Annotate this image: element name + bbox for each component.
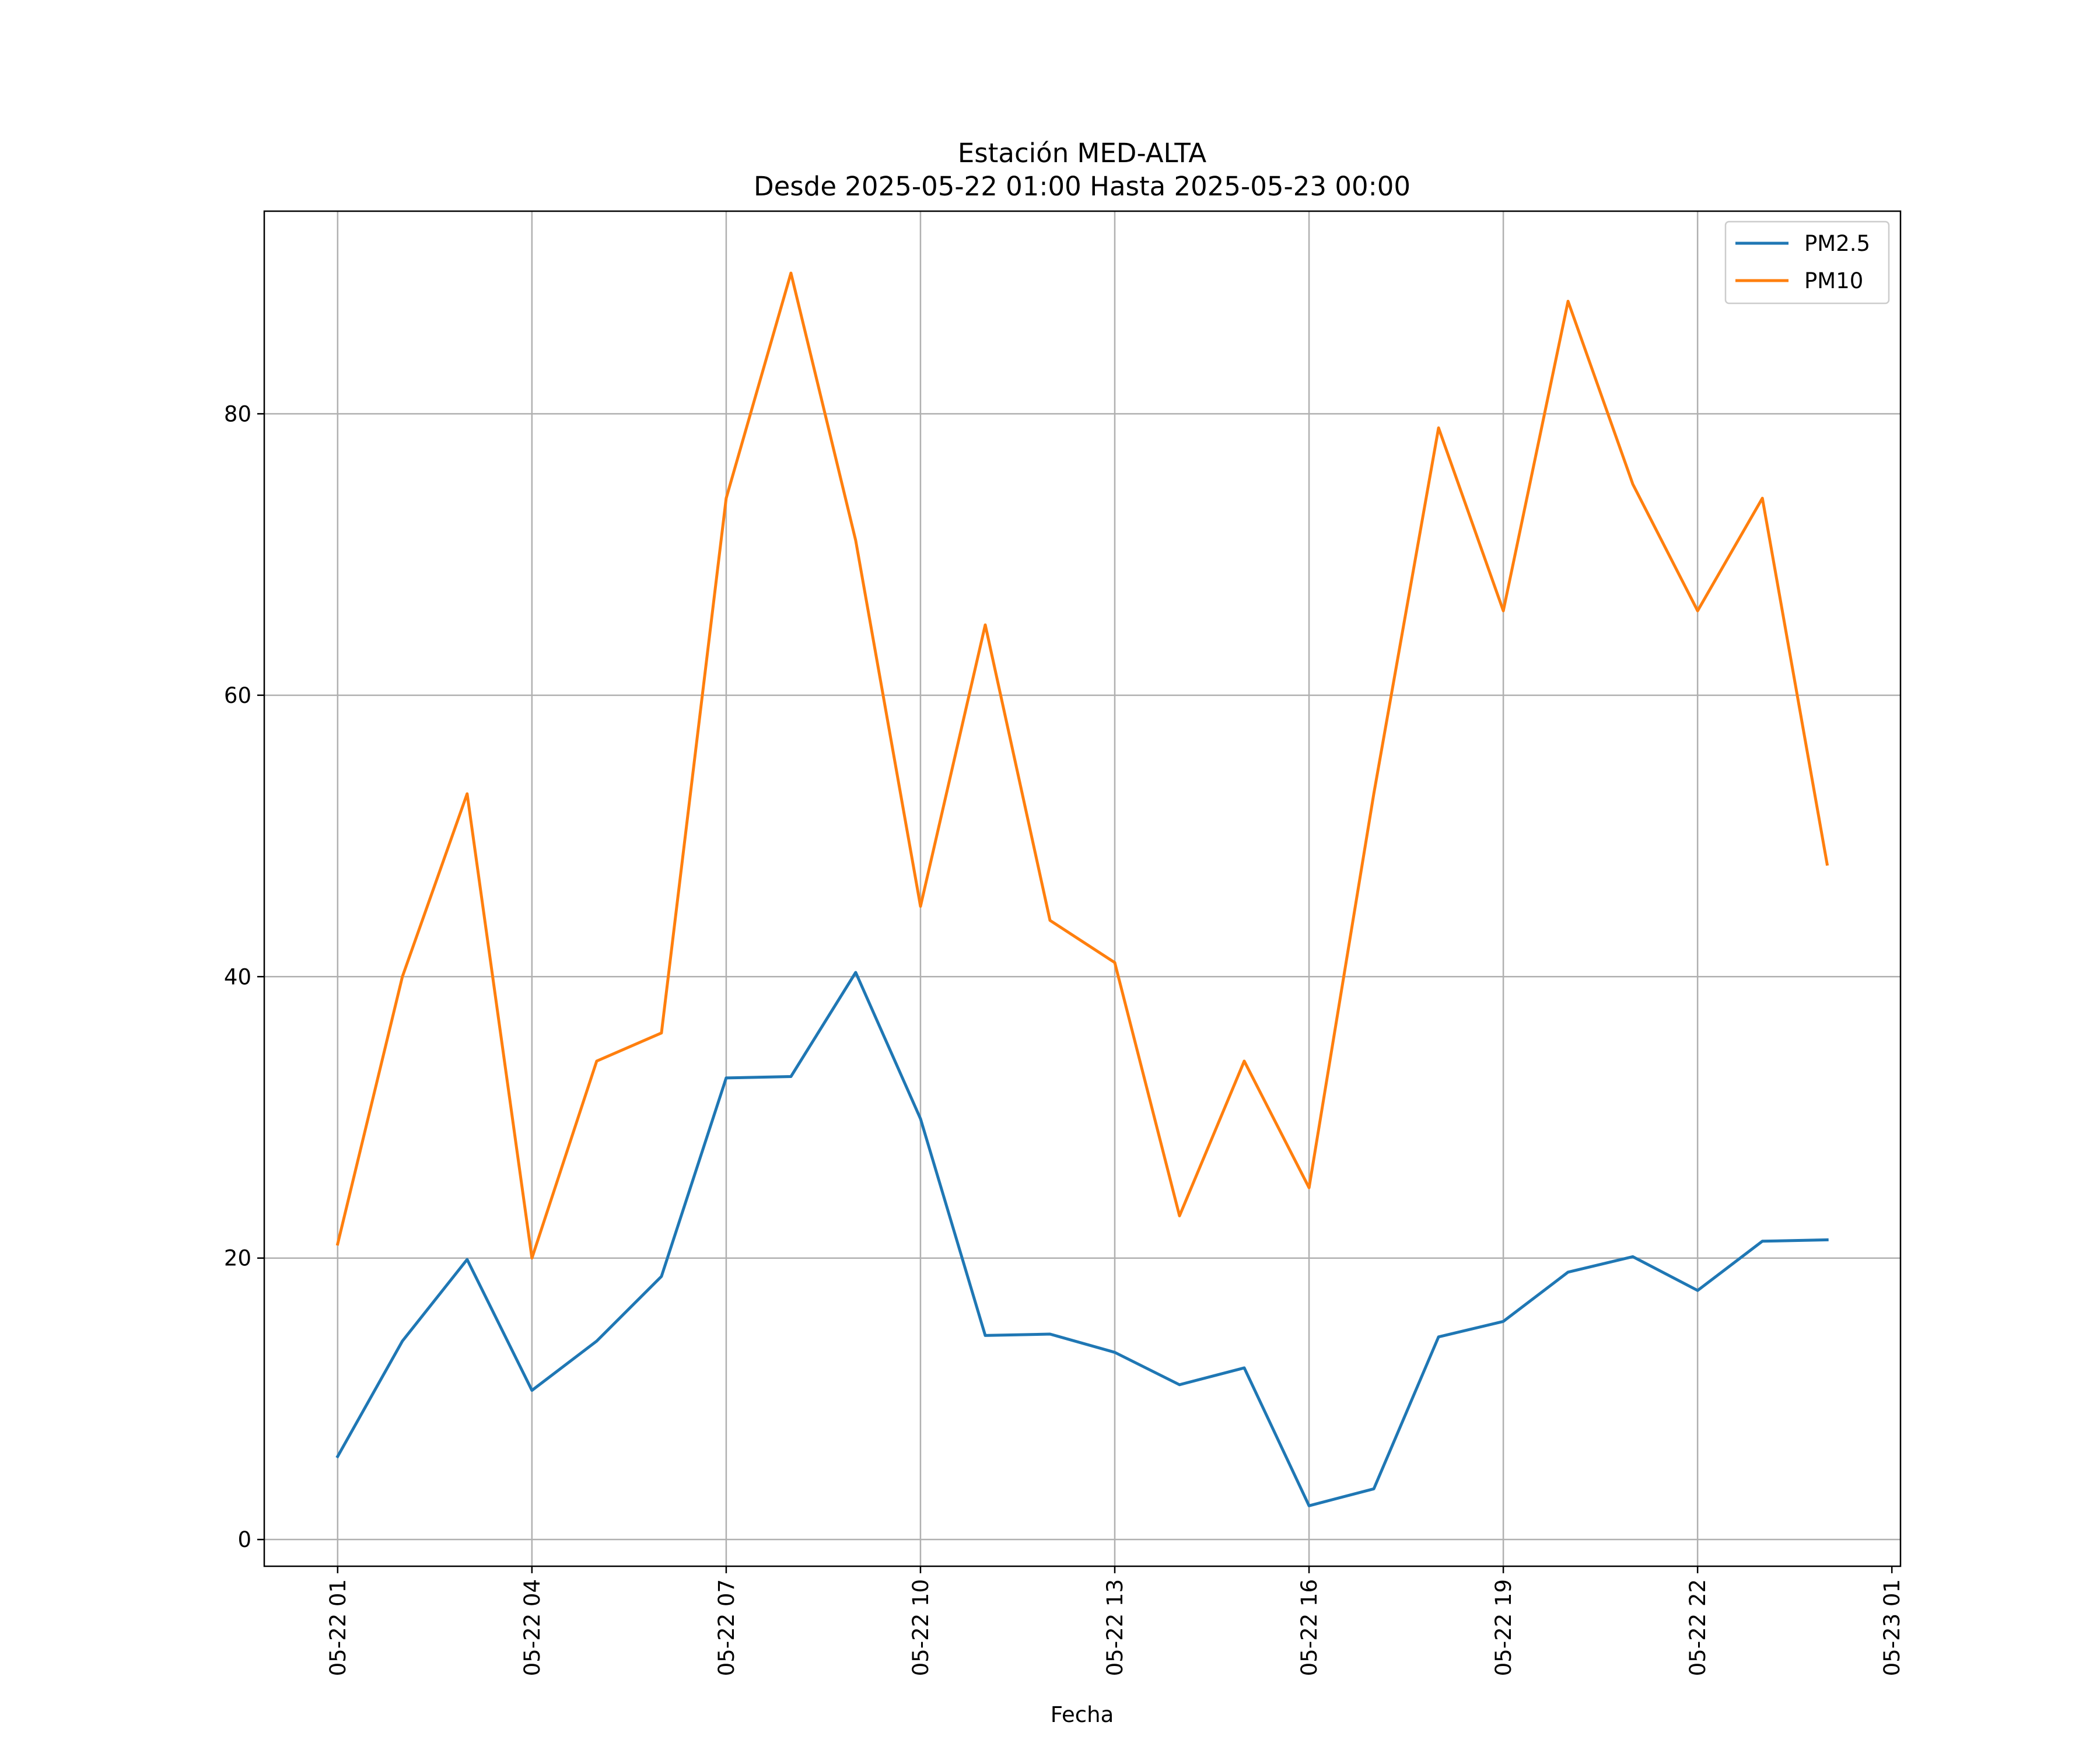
plot-frame (263, 210, 1902, 1567)
series-line-pm25 (335, 971, 1829, 1507)
y-tick-label: 0 (237, 1527, 251, 1552)
x-tick-label: 05-22 16 (1297, 1579, 1322, 1676)
x-tick-label: 05-23 01 (1880, 1579, 1905, 1676)
legend: PM2.5 PM10 (1724, 220, 1890, 304)
y-tick-label: 80 (224, 401, 251, 426)
y-tick-label: 40 (224, 964, 251, 989)
x-tick-label: 05-22 10 (908, 1579, 933, 1676)
axis-ticks: 0 20 40 60 80 05-22 01 05-22 04 05-22 07 05-22 1… (224, 401, 1905, 1676)
x-tick-label: 05-22 04 (520, 1579, 545, 1676)
x-tick-label: 05-22 13 (1102, 1579, 1128, 1676)
legend-label-pm10: PM10 (1804, 268, 1863, 293)
y-tick-label: 60 (224, 683, 251, 708)
y-tick-label: 20 (224, 1246, 251, 1271)
x-tick-label: 05-22 07 (714, 1579, 739, 1676)
x-tick-label: 05-22 19 (1491, 1579, 1516, 1676)
chart-title: Estación MED-ALTA (958, 138, 1207, 169)
x-tick-label: 05-22 01 (326, 1579, 351, 1676)
series-line-pm10 (335, 271, 1829, 1260)
series-lines (335, 271, 1829, 1507)
legend-label-pm25: PM2.5 (1804, 231, 1870, 256)
chart-subtitle: Desde 2025-05-22 01:00 Hasta 2025-05-23 … (754, 171, 1410, 202)
grid-lines (264, 211, 1901, 1566)
x-axis-label: Fecha (1051, 1702, 1114, 1727)
x-tick-label: 05-22 22 (1685, 1579, 1710, 1676)
